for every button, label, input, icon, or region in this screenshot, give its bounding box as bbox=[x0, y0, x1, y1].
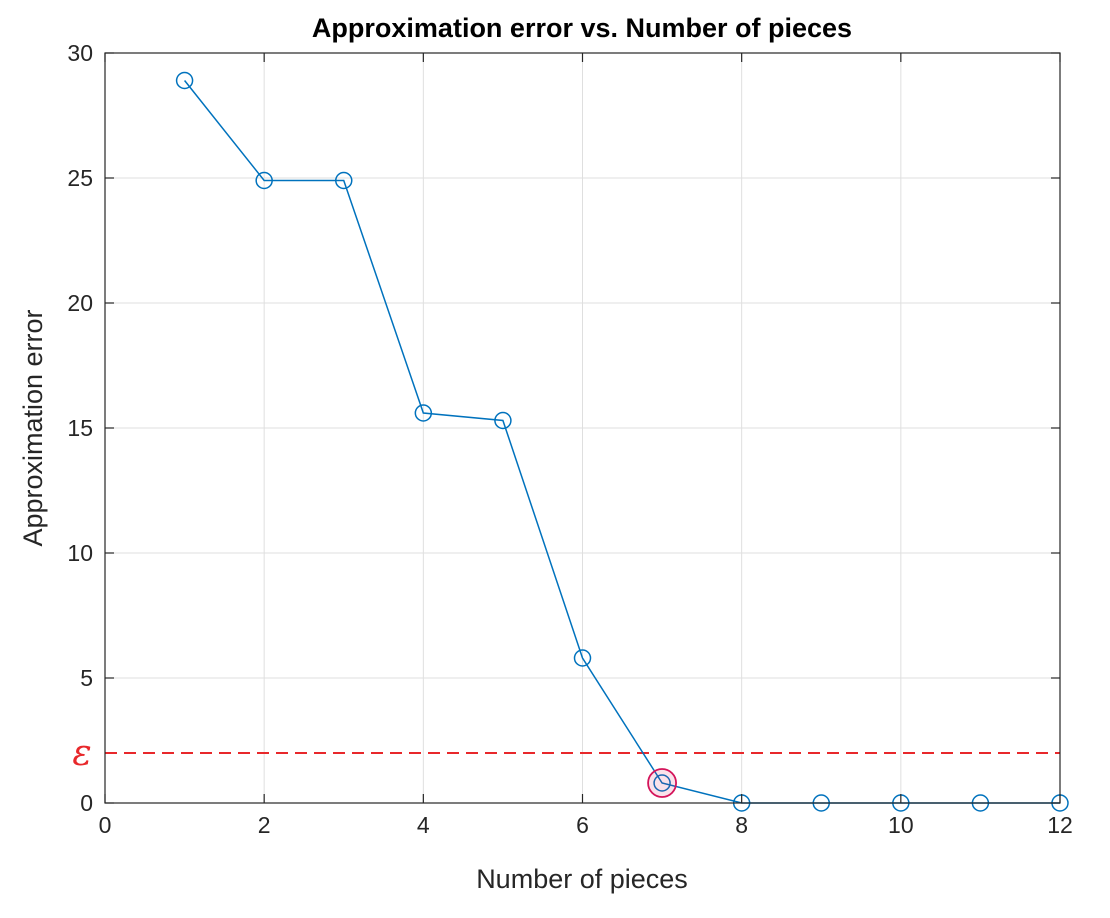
x-tick-label: 0 bbox=[99, 812, 112, 838]
data-point bbox=[573, 649, 592, 667]
y-axis-label: Approximation error bbox=[18, 309, 48, 546]
data-point bbox=[494, 411, 512, 430]
x-tick-label: 12 bbox=[1047, 812, 1073, 838]
y-tick-label: 10 bbox=[67, 540, 93, 566]
data-point bbox=[335, 171, 353, 190]
epsilon-label: ε bbox=[72, 733, 91, 774]
data-point bbox=[653, 774, 671, 792]
labels: Approximation error vs. Number of pieces… bbox=[18, 13, 852, 894]
y-tick-label: 5 bbox=[80, 665, 93, 691]
chart-title: Approximation error vs. Number of pieces bbox=[312, 13, 852, 43]
y-tick-label: 15 bbox=[67, 415, 93, 441]
y-tick-label: 30 bbox=[67, 40, 93, 66]
data-point bbox=[175, 71, 194, 90]
highlight-point bbox=[647, 768, 677, 798]
data-point bbox=[414, 404, 433, 422]
y-tick-label: 0 bbox=[80, 790, 93, 816]
x-tick-label: 10 bbox=[888, 812, 914, 838]
x-tick-label: 4 bbox=[417, 812, 430, 838]
y-tick-label: 25 bbox=[67, 165, 93, 191]
x-tick-label: 2 bbox=[258, 812, 271, 838]
x-tick-label: 8 bbox=[735, 812, 748, 838]
data-point bbox=[255, 171, 273, 190]
y-tick-label: 20 bbox=[67, 290, 93, 316]
x-tick-label: 6 bbox=[576, 812, 589, 838]
grid bbox=[105, 53, 1060, 803]
ticks: 0 2 4 6 8 10 12 0 5 10 15 20 25 30 bbox=[67, 40, 1072, 838]
x-axis-label: Number of pieces bbox=[476, 864, 688, 894]
